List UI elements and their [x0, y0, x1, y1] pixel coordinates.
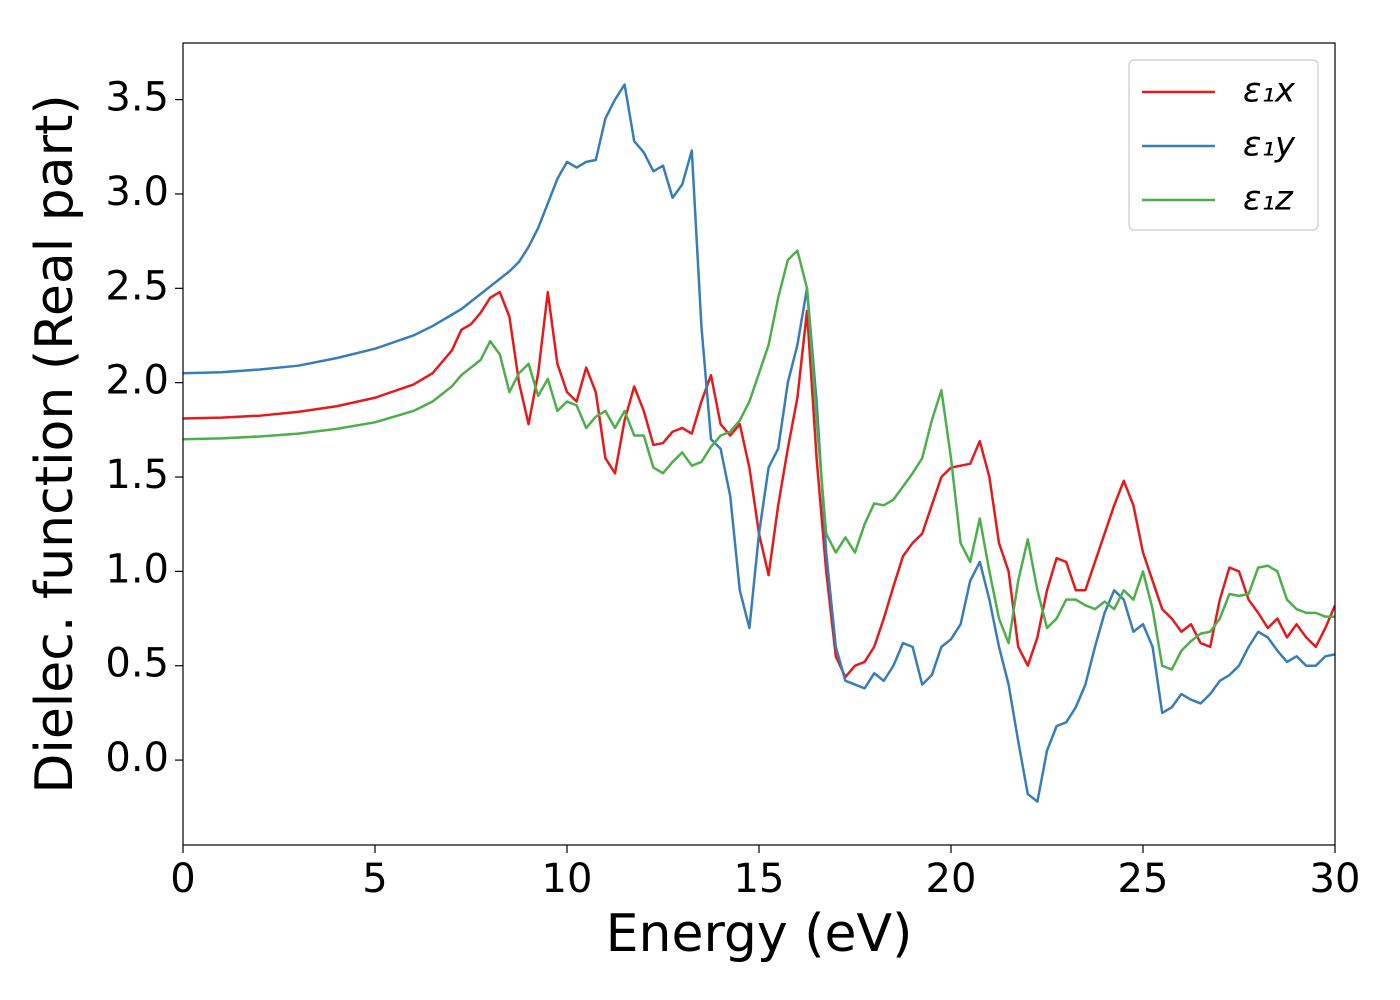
- y-tick-label: 2.0: [105, 358, 169, 404]
- legend-label: ε₁y: [1243, 125, 1296, 165]
- x-tick-label: 25: [1118, 856, 1169, 902]
- y-tick-label: 1.0: [105, 546, 169, 592]
- legend-label: ε₁x: [1243, 71, 1296, 111]
- x-tick-label: 5: [362, 856, 387, 902]
- y-tick-label: 0.0: [105, 735, 169, 781]
- data-line: [183, 83, 1335, 803]
- data-line: [183, 249, 1335, 671]
- x-tick-label: 20: [926, 856, 977, 902]
- legend-box: [1128, 59, 1319, 231]
- y-tick-label: 0.5: [105, 641, 169, 687]
- y-tick-label: 1.5: [105, 452, 169, 498]
- y-tick-label: 3.5: [105, 75, 169, 121]
- x-tick-label: 15: [734, 856, 785, 902]
- y-tick-label: 2.5: [105, 263, 169, 309]
- data-line: [183, 290, 1335, 679]
- legend-label: ε₁z: [1243, 179, 1294, 219]
- x-tick-label: 10: [542, 856, 593, 902]
- x-tick-label: 0: [170, 856, 195, 902]
- x-axis-label: Energy (eV): [606, 904, 913, 964]
- y-tick-label: 3.0: [105, 169, 169, 215]
- x-tick-label: 30: [1310, 856, 1361, 902]
- y-axis-label: Dielec. function (Real part): [25, 94, 85, 793]
